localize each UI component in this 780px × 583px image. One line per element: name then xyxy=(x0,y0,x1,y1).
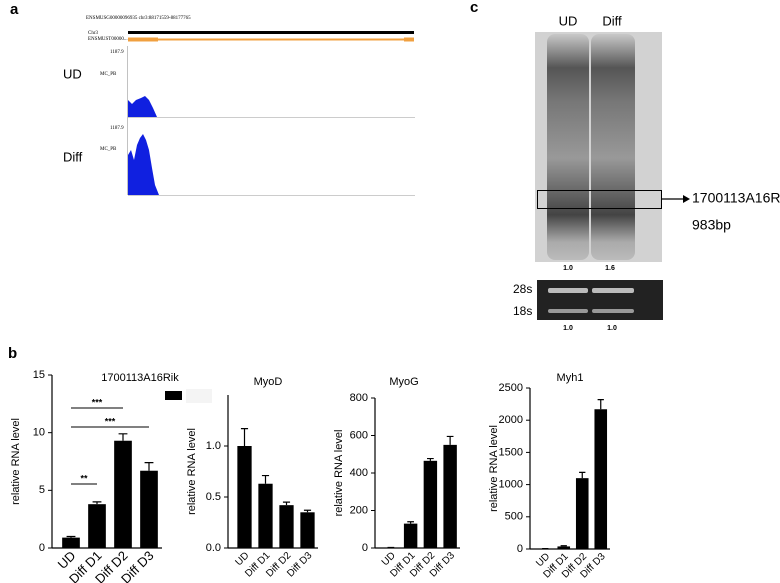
error-bar xyxy=(446,435,454,445)
rrna-label: 18s xyxy=(513,304,532,318)
y-tick-label: 15 xyxy=(33,369,45,381)
bar xyxy=(258,483,273,548)
y-tick-label: 0.5 xyxy=(206,491,221,503)
y-axis-label: relative RNA level xyxy=(488,425,500,512)
legend-swatch xyxy=(165,391,182,400)
lane-label: Diff xyxy=(602,13,622,28)
rrna-band xyxy=(548,309,588,313)
error-bar xyxy=(579,471,586,479)
rrna-gel xyxy=(537,280,663,320)
y-tick-label: 400 xyxy=(350,467,368,479)
track-scale: 1187.9 xyxy=(110,126,124,131)
significance-label: *** xyxy=(105,416,116,426)
y-tick-label: 10 xyxy=(33,427,45,439)
y-tick-label: 1000 xyxy=(499,479,523,491)
y-tick-label: 0.0 xyxy=(206,542,221,554)
bar xyxy=(443,444,457,548)
error-bar xyxy=(303,509,312,513)
y-tick-label: 2500 xyxy=(499,382,523,394)
error-bar xyxy=(427,457,434,461)
exon xyxy=(128,37,158,42)
track-scale: 1187.9 xyxy=(110,50,124,55)
y-tick-label: 600 xyxy=(350,429,368,441)
bar xyxy=(140,470,158,548)
bar xyxy=(88,504,106,548)
track-name: MC_PB xyxy=(100,72,117,77)
significance-label: ** xyxy=(80,473,88,483)
chrom-label: Chr3 xyxy=(88,31,99,36)
error-bar xyxy=(560,545,567,547)
band-size: 983bp xyxy=(692,217,731,233)
exon xyxy=(404,37,414,42)
chart-title: MyoD xyxy=(254,376,283,388)
rrna-band xyxy=(592,309,634,313)
coverage xyxy=(128,134,159,195)
error-bar xyxy=(144,462,154,471)
error-bar xyxy=(597,398,604,410)
band-label: 1700113A16Rik xyxy=(692,190,780,206)
rrna-ratio: 1.0 xyxy=(563,325,573,332)
significance-label: *** xyxy=(92,397,103,407)
band-ratio: 1.0 xyxy=(563,265,573,272)
chart-title: 1700113A16Rik xyxy=(101,372,179,384)
transcript-bar xyxy=(128,38,414,41)
bar xyxy=(62,537,80,548)
chart-title: MyoG xyxy=(389,376,418,388)
panel-label: a xyxy=(10,1,19,18)
error-bar xyxy=(66,535,76,538)
bar xyxy=(114,440,132,548)
bar xyxy=(403,523,418,548)
blot: UD Diff 1700113A16Rik 983bp 1.0 1.6 28s … xyxy=(513,13,780,331)
y-tick-label: 2000 xyxy=(499,414,523,426)
bar xyxy=(423,460,438,548)
arrow-head xyxy=(683,195,690,203)
y-tick-label: 0 xyxy=(39,542,45,554)
rrna-band xyxy=(548,288,588,293)
y-tick-label: 1.0 xyxy=(206,440,221,452)
y-axis-label: relative RNA level xyxy=(186,428,198,515)
blot-lane xyxy=(591,34,635,260)
bar xyxy=(279,505,294,548)
rrna-band xyxy=(592,288,634,293)
band-ratio: 1.6 xyxy=(605,265,615,272)
transcript-label: ENSMUST00000... xyxy=(88,37,128,42)
sample-label: UD xyxy=(63,66,82,81)
panel-label: b xyxy=(8,345,17,362)
bar xyxy=(300,512,315,548)
error-bar xyxy=(118,433,128,441)
bar xyxy=(594,409,608,549)
y-tick-label: 200 xyxy=(350,504,368,516)
y-tick-label: 5 xyxy=(39,484,45,496)
chart-title: Myh1 xyxy=(557,372,584,384)
error-bar xyxy=(407,521,414,524)
y-tick-label: 1500 xyxy=(499,446,523,458)
genome-track: ENSMUSG00000096935 chr3:88171559-8817776… xyxy=(63,16,415,196)
y-tick-label: 800 xyxy=(350,392,368,404)
error-bar xyxy=(92,501,102,505)
legend-swatch xyxy=(186,389,212,403)
bar xyxy=(237,446,252,548)
error-bar xyxy=(282,501,291,506)
chrom-bar xyxy=(128,31,414,34)
error-bar xyxy=(240,428,249,446)
coverage xyxy=(128,96,157,117)
y-axis-label: relative RNA level xyxy=(10,418,22,505)
y-tick-label: 500 xyxy=(505,511,523,523)
blot-lane xyxy=(547,34,589,260)
track-name: MC_PB xyxy=(100,147,117,152)
bar xyxy=(557,546,571,549)
bar xyxy=(575,478,589,549)
sample-label: Diff xyxy=(63,149,83,164)
track-header: ENSMUSG00000096935 chr3:88171559-8817776… xyxy=(86,16,191,21)
y-axis-label: relative RNA level xyxy=(333,430,345,517)
error-bar xyxy=(261,474,270,484)
rrna-label: 28s xyxy=(513,282,532,296)
y-tick-label: 0 xyxy=(362,542,368,554)
panel-label: c xyxy=(470,0,478,16)
rrna-ratio: 1.0 xyxy=(607,325,617,332)
lane-label: UD xyxy=(559,13,578,28)
y-tick-label: 0 xyxy=(517,543,523,555)
